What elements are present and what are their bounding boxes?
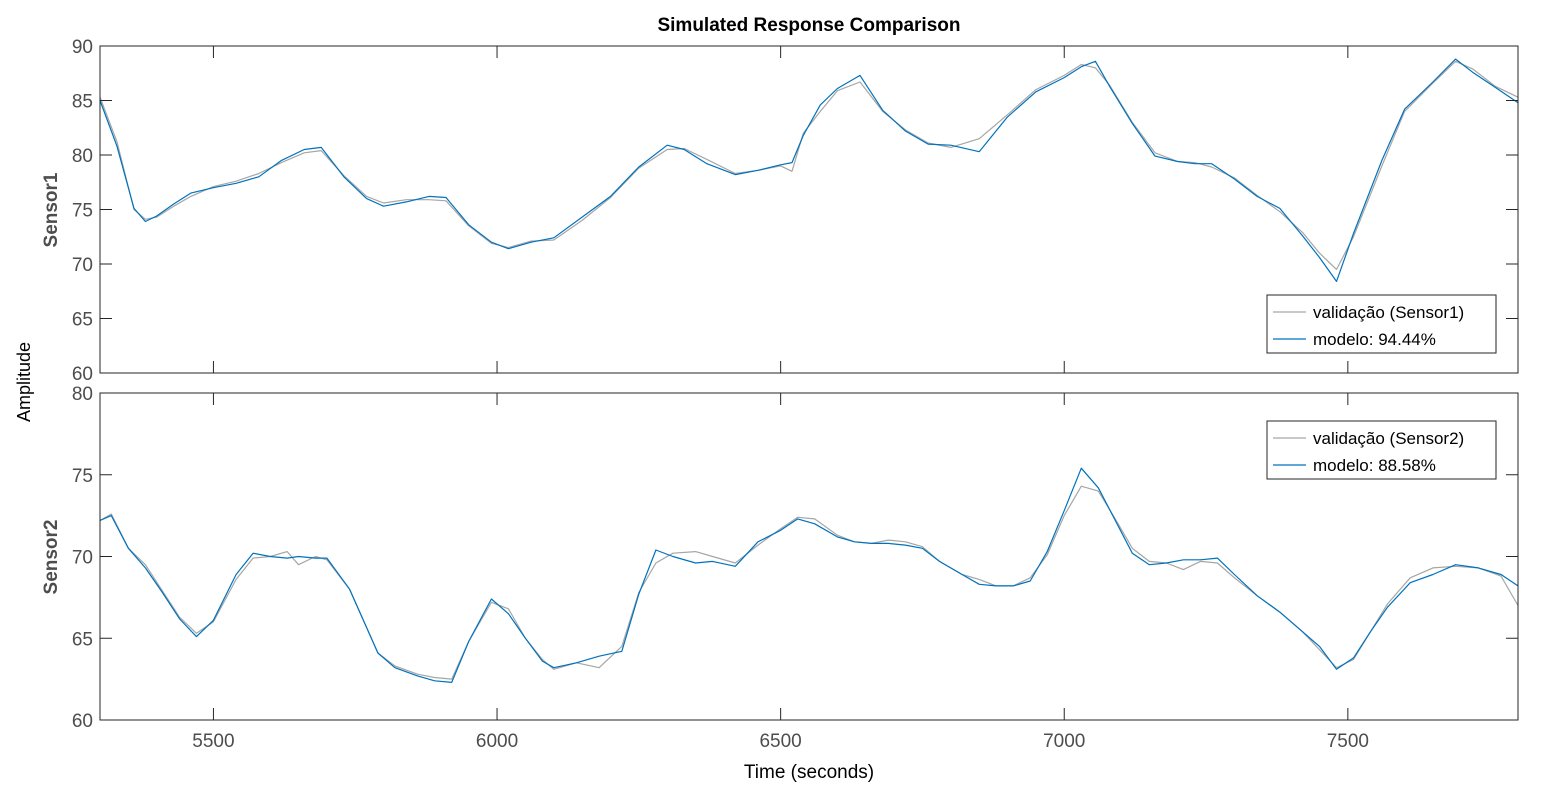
x-axis-label: Time (seconds) <box>744 762 874 783</box>
sensor1-y-tick-label: 90 <box>72 37 93 58</box>
sensor2-x-tick-label: 7000 <box>1043 731 1085 752</box>
sensor1-y-tick-label: 85 <box>72 92 93 113</box>
sensor2-x-tick-label: 6000 <box>476 731 518 752</box>
sensor2-legend-validation-label: validação (Sensor2) <box>1313 429 1464 448</box>
sensor2-y-axis-label: Sensor2 <box>41 520 62 595</box>
sensor2-y-tick-label: 65 <box>72 629 93 650</box>
sensor1-y-tick-label: 80 <box>72 146 93 167</box>
sensor1-y-tick-label: 75 <box>72 201 93 222</box>
sensor2-legend-box <box>1266 420 1497 480</box>
sensor2-x-tick-label: 7500 <box>1327 731 1369 752</box>
sensor2-y-tick-label: 75 <box>72 466 93 487</box>
sensor1-legend[interactable]: validação (Sensor1) modelo: 94.44% <box>1266 294 1497 354</box>
figure-title: Simulated Response Comparison <box>657 15 960 36</box>
sensor1-model-line <box>99 58 1519 282</box>
sensor2-x-tick-label: 6500 <box>759 731 801 752</box>
sensor2-legend[interactable]: validação (Sensor2) modelo: 88.58% <box>1266 420 1497 480</box>
sensor2-model-line <box>99 467 1519 684</box>
sensor1-y-tick-label: 70 <box>72 255 93 276</box>
sensor2-legend-model-label: modelo: 88.58% <box>1313 456 1436 475</box>
sensor1-y-axis-label: Sensor1 <box>41 172 62 247</box>
sensor2-y-tick-label: 70 <box>72 548 93 569</box>
sensor1-legend-validation-label: validação (Sensor1) <box>1313 303 1464 322</box>
sensor2-y-tick-label: 60 <box>72 711 93 732</box>
shared-y-axis-label: Amplitude <box>14 342 34 422</box>
sensor1-legend-box <box>1266 294 1497 354</box>
sensor2-x-tick-label: 5500 <box>192 731 234 752</box>
sensor1-y-tick-label: 65 <box>72 310 93 331</box>
sensor2-panel: 60 65 70 75 80 5500 6000 6500 7000 7500 Sensor2 v… <box>41 384 1519 752</box>
sensor1-legend-model-label: modelo: 94.44% <box>1313 330 1436 349</box>
sensor1-validation-line <box>99 60 1519 270</box>
sensor2-y-tick-label: 80 <box>72 384 93 405</box>
sensor1-panel: 60 65 70 75 80 85 90 Sensor1 validação (Sensor… <box>41 37 1519 385</box>
sensor1-y-tick-label: 60 <box>72 364 93 385</box>
